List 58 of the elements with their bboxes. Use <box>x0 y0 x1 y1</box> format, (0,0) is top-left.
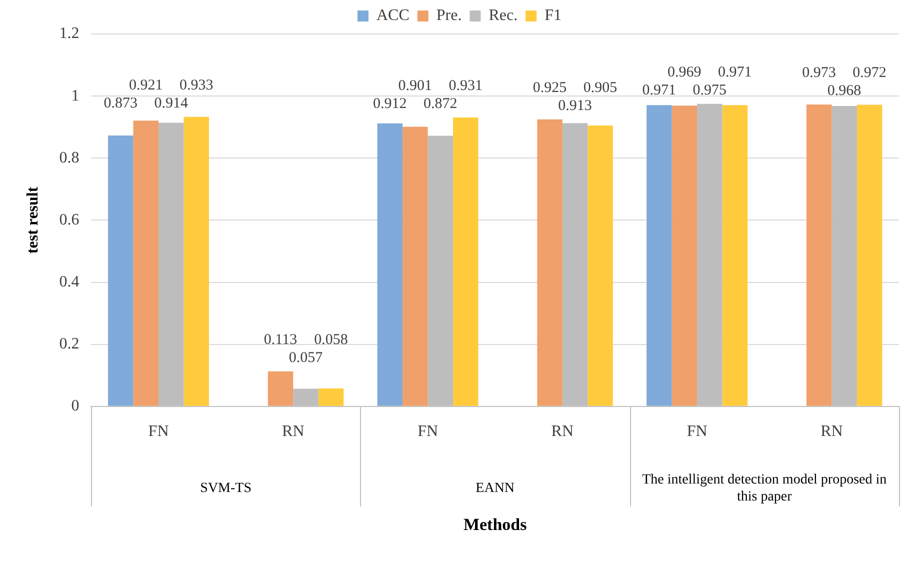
text: SVM-TS <box>200 481 252 496</box>
x-tick-label: RN <box>282 423 305 440</box>
data-label: 0.901 <box>398 78 432 94</box>
data-label: 0.925 <box>532 80 567 96</box>
data-label: 0.873 <box>104 95 138 112</box>
bar <box>672 106 698 406</box>
y-axis-title: test result <box>24 186 42 254</box>
data-label: 0.973 <box>802 64 836 81</box>
data-label: 0.914 <box>154 95 189 112</box>
data-label: 0.972 <box>852 64 886 81</box>
bar <box>453 117 478 406</box>
y-tick-label: 0 <box>71 398 80 415</box>
x-tick-label: RN <box>551 423 574 440</box>
data-label: 0.057 <box>288 350 324 366</box>
bar <box>108 135 134 406</box>
bar <box>856 104 882 406</box>
y-tick-label: 1 <box>71 87 80 104</box>
legend-label: Pre. <box>436 7 462 24</box>
data-label: 0.933 <box>180 77 214 94</box>
data-label: 0.921 <box>129 77 163 94</box>
data-label: 0.113 <box>264 332 298 348</box>
text: EANN <box>476 481 515 496</box>
bar <box>318 388 344 406</box>
data-label: 0.931 <box>448 78 483 94</box>
legend-label: Rec. <box>488 7 518 24</box>
bar <box>133 120 159 406</box>
data-label: 0.058 <box>314 332 348 348</box>
data-label: 0.968 <box>827 82 862 99</box>
legend-label: F1 <box>544 7 562 24</box>
bar <box>722 105 748 406</box>
bar <box>377 123 403 406</box>
bar <box>402 126 428 406</box>
x-tick-label: FN <box>418 423 438 440</box>
data-label: 0.912 <box>373 96 407 112</box>
data-label: 0.975 <box>692 82 727 98</box>
y-tick-label: 0.4 <box>59 273 80 290</box>
legend-label: ACC <box>376 7 410 24</box>
text: The intelligent detection model proposed in this paper <box>642 472 887 505</box>
data-label: 0.969 <box>668 64 702 80</box>
y-tick-label: 1.2 <box>59 25 80 42</box>
bar <box>184 116 210 406</box>
x-tick-label: FN <box>148 423 170 440</box>
bar <box>268 371 294 406</box>
y-tick-label: 0.2 <box>59 336 80 353</box>
data-label: 0.905 <box>583 80 618 96</box>
bar <box>646 105 672 406</box>
x-tick-label: FN <box>686 423 708 440</box>
y-tick-label: 0.8 <box>59 149 80 166</box>
data-label: 0.971 <box>642 82 676 98</box>
bar <box>806 104 832 406</box>
data-label: 0.913 <box>558 98 592 114</box>
data-label: 0.872 <box>424 96 458 112</box>
x-axis-title: Methods <box>463 515 528 534</box>
x-tick-label: RN <box>820 423 844 440</box>
bar <box>537 119 562 406</box>
y-tick-label: 0.6 <box>59 211 80 228</box>
data-label: 0.971 <box>718 64 752 80</box>
bar <box>588 126 613 406</box>
